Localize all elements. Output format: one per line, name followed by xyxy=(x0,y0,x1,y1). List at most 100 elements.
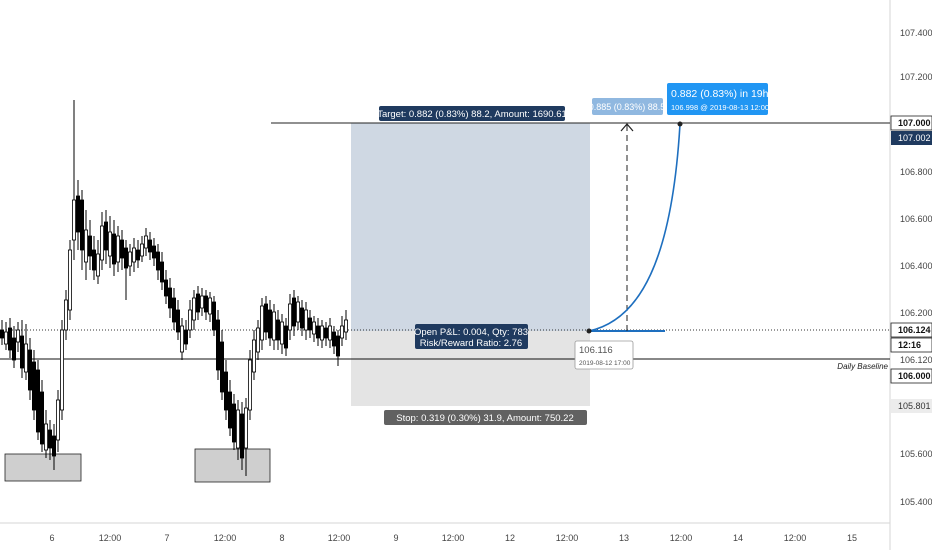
support-zone-box[interactable] xyxy=(4,453,82,482)
candle-body xyxy=(40,391,45,445)
candle-body xyxy=(331,331,336,347)
forecast-start-point xyxy=(586,328,592,334)
time-tick: 15 xyxy=(847,533,857,543)
forecast-tooltip xyxy=(667,83,768,115)
candle-body xyxy=(72,199,77,241)
candle-body xyxy=(323,327,328,339)
pnl-text: Open P&L: 0.004, Qty: 783 xyxy=(414,327,528,338)
time-tick: 12:00 xyxy=(556,533,579,543)
candle-body xyxy=(231,403,236,443)
candle-body xyxy=(303,309,308,331)
candle-body xyxy=(175,309,180,333)
candle-body xyxy=(191,297,196,321)
stop-price-badge xyxy=(891,399,932,413)
candle-body xyxy=(7,327,12,351)
candle-body xyxy=(223,371,228,411)
time-tick: 6 xyxy=(49,533,54,543)
candle-body xyxy=(295,301,300,323)
target-badge xyxy=(379,106,565,121)
candle-body xyxy=(27,349,32,391)
candle-body xyxy=(96,253,101,277)
time-tick: 7 xyxy=(164,533,169,543)
candle-body xyxy=(287,303,292,331)
time-tick: 12:00 xyxy=(670,533,693,543)
candle-body xyxy=(124,247,129,269)
candle-body xyxy=(64,299,69,331)
baseline-price-text: 106.000 xyxy=(898,371,931,381)
time-tick: 8 xyxy=(279,533,284,543)
candle-body xyxy=(319,325,324,341)
candle-body xyxy=(203,295,208,313)
forecast-start-time: 2019-08-12 17:00 xyxy=(579,360,631,367)
candle-body xyxy=(199,295,204,309)
candle-body xyxy=(131,247,136,263)
candle-body xyxy=(291,297,296,327)
candle-body xyxy=(239,413,244,459)
price-tick: 106.120 xyxy=(900,355,932,365)
time-axis[interactable]: 6 12:00 7 12:00 8 12:00 9 12:00 12 12:00… xyxy=(49,533,857,543)
candle-body xyxy=(307,317,312,331)
time-tick: 9 xyxy=(393,533,398,543)
candle-body xyxy=(211,301,216,331)
forecast-mid-text: 0.885 (0.83%) 88.5 xyxy=(589,102,666,112)
candle-body xyxy=(32,361,37,411)
candle-body xyxy=(56,399,61,441)
candle-body xyxy=(88,235,93,257)
candle-body xyxy=(120,239,125,259)
candle-body xyxy=(235,409,240,449)
candle-body xyxy=(167,287,172,309)
countdown-badge xyxy=(890,337,932,353)
price-tick: 107.200 xyxy=(900,72,932,82)
forecast-start-price: 106.116 xyxy=(579,345,613,356)
forecast-arrow-icon xyxy=(620,123,634,132)
candle-body xyxy=(219,341,224,393)
daily-baseline-label: Daily Baseline xyxy=(837,362,888,371)
forecast-tooltip-title: 0.882 (0.83%) in 19h xyxy=(671,88,769,100)
candle-body xyxy=(275,319,280,341)
stop-badge-text: Stop: 0.319 (0.30%) 31.9, Amount: 750.22 xyxy=(396,413,573,424)
candle-body xyxy=(171,297,176,323)
candle-body xyxy=(343,319,348,333)
time-tick: 13 xyxy=(619,533,629,543)
pnl-badge xyxy=(415,324,528,349)
candle-body xyxy=(311,321,316,335)
candle-body xyxy=(215,319,220,371)
target-price-text-2: 107.002 xyxy=(898,133,931,143)
support-zone-box[interactable] xyxy=(194,448,271,483)
candle-body xyxy=(108,231,113,257)
forecast-curve[interactable] xyxy=(588,123,681,332)
candle-body xyxy=(247,359,252,411)
time-tick: 12 xyxy=(505,533,515,543)
target-badge-text: Target: 0.882 (0.83%) 88.2, Amount: 1690… xyxy=(377,109,567,120)
candle-body xyxy=(23,343,28,373)
current-price-badge xyxy=(890,322,932,338)
candle-body xyxy=(4,331,9,345)
target-price-text: 107.000 xyxy=(898,118,931,128)
price-tick: 105.400 xyxy=(900,497,932,507)
candle-body xyxy=(44,423,49,451)
price-tick: 107.400 xyxy=(900,28,932,38)
candle-body xyxy=(80,199,85,251)
candle-body xyxy=(116,235,121,263)
candle-body xyxy=(187,309,192,331)
candle-body xyxy=(327,325,332,341)
candle-body xyxy=(283,325,288,349)
candle-body xyxy=(92,249,97,271)
price-scale[interactable]: 107.400 107.200 106.800 106.600 106.400 … xyxy=(900,28,932,507)
candle-body xyxy=(255,327,260,353)
time-tick: 12:00 xyxy=(99,533,122,543)
target-price-badge xyxy=(890,115,932,131)
candle-body xyxy=(60,329,65,411)
candle-body xyxy=(227,391,232,429)
price-tick: 106.200 xyxy=(900,308,932,318)
profit-zone[interactable] xyxy=(351,123,590,331)
countdown-text: 12:16 xyxy=(898,340,921,350)
candle-body xyxy=(267,309,272,339)
candle-body xyxy=(112,233,117,265)
candle-body xyxy=(183,329,188,345)
candle-body xyxy=(19,335,24,369)
candle-body xyxy=(84,229,89,263)
price-tick: 106.800 xyxy=(900,167,932,177)
candle-body xyxy=(36,369,41,433)
